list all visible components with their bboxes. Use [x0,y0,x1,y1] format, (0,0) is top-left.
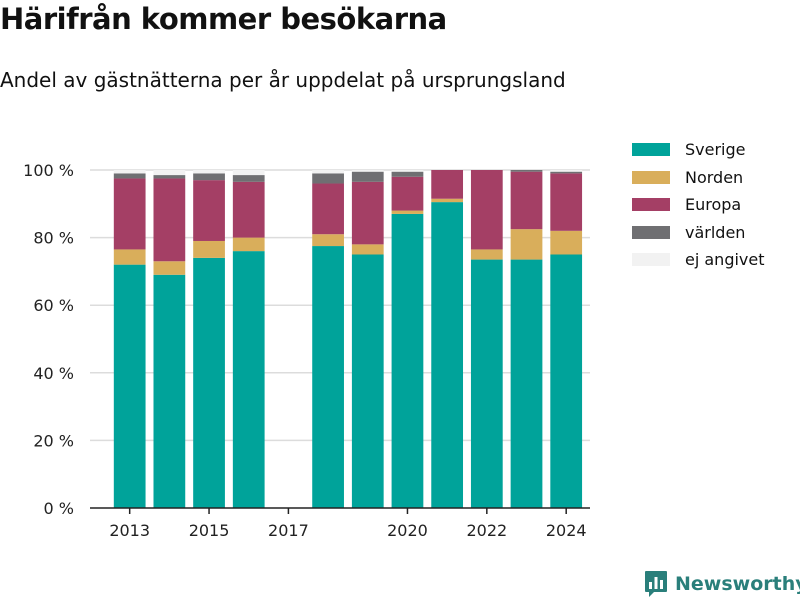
x-tick-label: 2015 [189,521,230,540]
bar-stacks [113,170,583,509]
bar-stack-2016 [232,170,265,508]
y-tick-label: 80 % [33,229,74,248]
axes: 0 % 20 % 40 % 60 % 80 % 100 % 2013 2015 2017 2020… [23,161,590,540]
brand-name: Newsworthy [675,573,800,595]
legend-label: Norden [685,167,744,187]
bar-stack-2019 [351,170,384,508]
bar-segment [113,178,146,250]
bar-segment [470,249,503,260]
bar-segment [153,261,186,275]
bar-segment [113,264,146,508]
y-tick-label: 20 % [33,431,74,450]
bar-segment [351,181,384,245]
bar-segment [431,198,464,203]
bar-segment [470,170,503,250]
bar-segment [351,244,384,255]
bar-segment [510,170,543,172]
bar-segment [312,234,344,247]
bar-segment [153,175,186,179]
bar-segment [153,274,186,508]
legend-swatch [632,225,670,239]
bar-segment [232,170,265,176]
bar-segment [550,254,583,508]
brand-logo[interactable]: Newsworthy [644,570,800,598]
bar-segment [550,173,583,231]
bar-segment [193,257,225,508]
bar-segment [113,170,146,174]
y-tick-label: 60 % [33,296,74,315]
bar-segment [391,213,424,508]
legend-swatch [632,253,670,267]
legend-label: världen [685,222,746,242]
bar-segment [193,173,225,181]
bar-segment [193,240,225,258]
bar-stack-2020 [391,170,424,508]
bar-segment [510,229,543,260]
bar-segment [550,171,583,174]
bar-segment [351,254,384,508]
bar-stack-2018 [312,170,344,509]
bar-segment [153,170,186,176]
bar-segment [391,210,424,214]
legend-label: Europa [685,195,742,215]
legend-swatch [632,198,670,212]
bar-stack-2014 [153,170,186,508]
legend: Sverige Norden Europa världen ej angivet [632,136,792,274]
bar-segment [232,251,265,508]
bar-segment [312,173,344,184]
bar-segment [232,175,265,182]
bar-segment [391,171,424,177]
bar-segment [312,246,344,509]
bar-segment [391,170,424,172]
x-tick-label: 2022 [466,521,507,540]
legend-item-norden[interactable]: Norden [632,164,792,192]
bar-segment [113,173,146,179]
legend-label: Sverige [685,140,746,160]
bar-segment [193,180,225,241]
bar-segment [351,171,384,182]
bar-segment [470,259,503,508]
bar-stack-2022 [470,170,503,508]
bar-segment [232,237,265,252]
bar-segment [312,183,344,235]
legend-item-ej-angivet[interactable]: ej angivet [632,246,792,274]
bar-segment [550,230,583,255]
bar-stack-2015 [193,170,225,508]
bar-stack-2023 [510,170,543,508]
bar-segment [153,178,186,262]
bar-segment [232,181,265,238]
bar-segment [510,171,543,230]
legend-item-sverige[interactable]: Sverige [632,136,792,164]
bar-segment [550,170,583,172]
legend-item-varlden[interactable]: världen [632,219,792,247]
bar-stack-2024 [550,170,583,508]
bar-segment [431,170,464,199]
newsworthy-logo-icon [645,571,667,597]
legend-item-europa[interactable]: Europa [632,191,792,219]
x-tick-label: 2024 [546,521,587,540]
y-tick-label: 0 % [44,499,74,518]
chart-title: Härifrån kommer besökarna [0,2,447,36]
x-tick-label: 2017 [268,521,309,540]
legend-swatch [632,143,670,157]
bar-segment [312,170,344,174]
y-tick-label: 40 % [33,364,74,383]
bar-segment [193,170,225,174]
legend-swatch [632,170,670,184]
bar-segment [431,202,464,509]
bar-segment [351,170,384,172]
bar-segment [391,176,424,211]
bar-segment [113,249,146,265]
x-tick-label: 2020 [387,521,428,540]
bar-stack-2013 [113,170,146,508]
chart-subtitle: Andel av gästnätterna per år uppdelat på… [0,68,566,92]
bar-stack-2021 [431,170,464,509]
x-tick-label: 2013 [109,521,150,540]
bar-segment [510,259,543,508]
legend-label: ej angivet [685,250,765,270]
y-tick-label: 100 % [23,161,74,180]
